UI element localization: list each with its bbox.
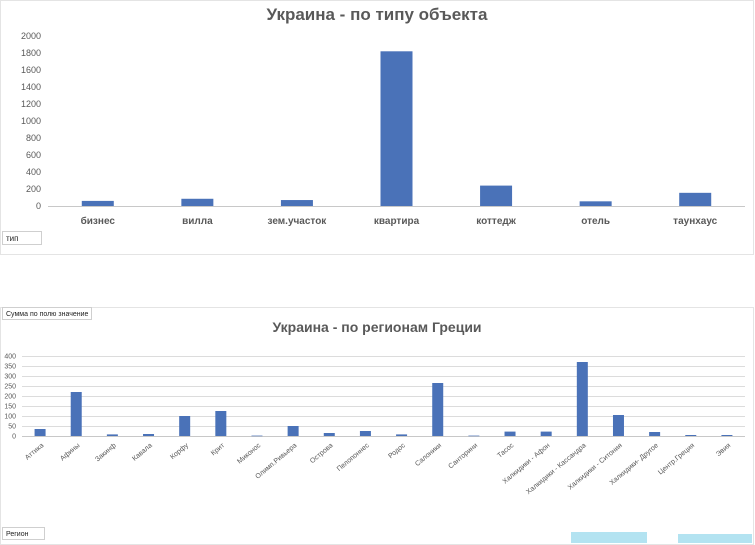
bar: [432, 383, 444, 436]
y-tick-label: 400: [26, 167, 41, 177]
x-tick-label: Афины: [59, 442, 81, 462]
slicer-item[interactable]: [571, 532, 647, 543]
bar: [143, 434, 155, 436]
y-tick-label: 200: [4, 394, 16, 401]
value-field-button[interactable]: Сумма по полю значение: [2, 307, 93, 320]
x-tick-label: Острова: [309, 442, 335, 465]
bar: [504, 431, 516, 436]
bar: [323, 433, 335, 436]
y-tick-label: 0: [12, 434, 16, 441]
bar: [181, 198, 214, 206]
x-tick-label: Родос: [387, 442, 407, 460]
x-tick-label: Корфу: [169, 442, 190, 461]
y-tick-label: 400: [4, 354, 16, 361]
x-tick-label: вилла: [182, 216, 213, 227]
bar: [480, 185, 513, 206]
y-tick-label: 200: [26, 184, 41, 194]
y-tick-label: 1800: [21, 48, 41, 58]
y-tick-label: 250: [4, 384, 16, 391]
y-tick-label: 1200: [21, 99, 41, 109]
y-tick-label: 800: [26, 133, 41, 143]
x-tick-label: Центр.Греция: [657, 442, 696, 476]
bar: [612, 415, 624, 436]
y-tick-label: 150: [4, 404, 16, 411]
x-tick-label: бизнес: [81, 215, 116, 227]
bar: [251, 435, 263, 437]
chart-panel-object-type: Украина - по типу объекта: [0, 0, 754, 255]
y-tick-label: 100: [4, 414, 16, 421]
x-tick-label: Крит: [210, 442, 227, 458]
y-tick-label: 0: [36, 201, 41, 211]
x-tick-label: Закинф: [94, 442, 118, 463]
x-tick-label: квартира: [374, 216, 420, 227]
bar: [106, 434, 118, 436]
bar: [70, 392, 82, 436]
y-tick-label: 300: [4, 374, 16, 381]
x-tick-label: Пелопоннес: [336, 442, 371, 473]
chart-title: Украина - по типу объекта: [266, 5, 488, 24]
x-tick-label: Аттика: [24, 442, 45, 462]
x-tick-label: Санторини: [447, 442, 479, 470]
y-tick-label: 1400: [21, 82, 41, 92]
bar: [81, 200, 114, 206]
y-tick-label: 1000: [21, 116, 41, 126]
x-tick-label: зем.участок: [268, 216, 328, 227]
bar: [280, 200, 313, 206]
y-tick-label: 600: [26, 150, 41, 160]
region-field-button[interactable]: Регион: [2, 527, 45, 540]
chart-title: Украина - по регионам Греции: [272, 319, 482, 335]
bar: [179, 416, 191, 436]
slicer-item[interactable]: [678, 534, 752, 543]
bar: [721, 435, 733, 436]
x-tick-label: Тасос: [496, 442, 515, 460]
x-tick-label: Кавала: [131, 442, 154, 463]
y-tick-label: 2000: [21, 31, 41, 41]
bar: [579, 201, 612, 206]
bar: [576, 362, 588, 436]
bar: [380, 51, 413, 206]
bar: [215, 411, 227, 436]
x-tick-label: Салоники: [414, 442, 443, 468]
bar: [396, 434, 408, 436]
x-tick-label: коттедж: [476, 216, 516, 227]
y-tick-label: 50: [8, 424, 16, 431]
bar: [34, 429, 46, 436]
bar: [649, 432, 661, 436]
y-tick-label: 1600: [21, 65, 41, 75]
type-field-button[interactable]: тип: [2, 231, 42, 245]
x-tick-label: таунхаус: [673, 216, 717, 227]
bar: [359, 431, 371, 436]
y-tick-label: 350: [4, 364, 16, 371]
x-tick-label: Миконос: [236, 442, 262, 466]
x-tick-label: Эвия: [715, 442, 732, 458]
bar: [540, 431, 552, 436]
bar: [685, 435, 697, 436]
bar: [679, 192, 712, 206]
x-tick-label: отель: [581, 216, 610, 227]
bar: [468, 435, 480, 437]
bar: [287, 426, 299, 436]
x-tick-label: Халкидики - Кассандра: [525, 442, 587, 496]
